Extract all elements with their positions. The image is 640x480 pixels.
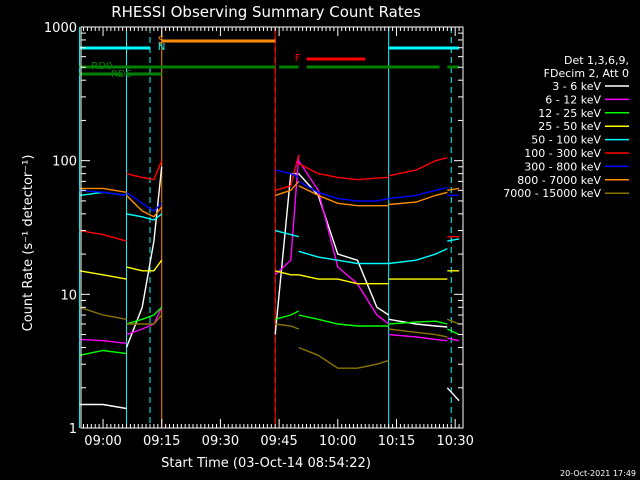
y-axis-label: Count Rate (s⁻¹ detector⁻¹) — [21, 155, 36, 332]
x-tick-label: 10:00 — [319, 434, 356, 449]
series-line-2 — [275, 310, 300, 320]
legend-entry-label: 7000 - 15000 keV — [503, 187, 601, 200]
x-tick-label: 09:15 — [143, 434, 180, 449]
status-bar-label: RD0 — [91, 61, 112, 72]
status-bar-label: RD6 — [111, 69, 132, 80]
series-line-5 — [79, 229, 127, 242]
series-line-6 — [126, 191, 163, 212]
series-line-1 — [79, 338, 127, 344]
series-line-3 — [275, 270, 299, 276]
x-tick-label: 09:45 — [260, 434, 297, 449]
series-line-1 — [388, 333, 448, 342]
series-line-0 — [79, 403, 127, 410]
y-tick-label: 100 — [52, 155, 77, 170]
series-line-2 — [126, 306, 163, 325]
series-line-0 — [388, 318, 448, 328]
chart-title: RHESSI Observing Summary Count Rates — [111, 3, 421, 21]
series-line-6 — [79, 189, 127, 197]
series-line-4 — [388, 247, 448, 265]
y-tick-label: 1000 — [44, 21, 77, 36]
series-line-7 — [447, 187, 460, 191]
legend-entry-label: 100 - 300 keV — [524, 147, 601, 160]
y-tick-label: 1 — [69, 422, 77, 437]
legend-header-2: FDecim 2, Att 0 — [544, 67, 629, 80]
series-line-8 — [388, 328, 448, 338]
series-line-5 — [388, 157, 448, 177]
series-line-4 — [298, 250, 389, 265]
series-line-8 — [298, 346, 389, 369]
series-line-2 — [298, 314, 389, 327]
legend-entry-label: 50 - 100 keV — [531, 134, 601, 147]
footer-date: 20-Oct-2021 17:49 — [560, 469, 636, 478]
series-line-4 — [126, 213, 163, 221]
series-line-1 — [274, 155, 300, 276]
plot-frame — [80, 26, 464, 429]
series-line-7 — [79, 187, 127, 193]
status-bar-label: N — [158, 42, 165, 53]
series-line-0 — [125, 166, 163, 348]
legend-entry-label: 3 - 6 keV — [552, 80, 601, 93]
legend-entry-label: 25 - 50 keV — [538, 120, 601, 133]
vertical-markers — [79, 27, 452, 428]
series-line-3 — [79, 270, 127, 280]
series-line-1 — [298, 160, 390, 325]
series-line-6 — [298, 180, 389, 202]
series-line-7 — [126, 194, 163, 218]
x-tick-label: 09:00 — [84, 434, 121, 449]
series-line-8 — [79, 306, 127, 320]
series-line-0 — [298, 173, 390, 316]
series-line-2 — [79, 349, 127, 356]
y-tick-label: 10 — [60, 288, 77, 303]
series-line-8 — [447, 318, 460, 325]
series-line-8 — [126, 314, 163, 325]
series-line-7 — [388, 191, 448, 206]
series-line-6 — [275, 169, 300, 179]
legend-entry-label: 300 - 800 keV — [524, 160, 601, 173]
series-line-0 — [446, 387, 460, 402]
series-line-7 — [274, 180, 300, 197]
legend-entry-label: 12 - 25 keV — [538, 107, 601, 120]
series-line-3 — [298, 274, 389, 285]
series-line-4 — [447, 238, 460, 242]
series-line-2 — [388, 320, 448, 325]
legend: Det 1,3,6,9, FDecim 2, Att 0 3 - 6 keV6 … — [503, 54, 629, 200]
series-lines — [79, 154, 460, 410]
series-line-5 — [275, 154, 300, 191]
legend-entry-label: 6 - 12 keV — [545, 93, 601, 106]
series-line-6 — [388, 186, 448, 200]
status-bar-label: S — [158, 35, 164, 46]
x-tick-label: 09:30 — [202, 434, 239, 449]
series-line-8 — [275, 323, 299, 330]
series-line-5 — [126, 160, 163, 181]
series-line-1 — [447, 337, 460, 342]
series-line-4 — [275, 229, 299, 238]
series-line-7 — [298, 185, 389, 207]
legend-header-1: Det 1,3,6,9, — [564, 54, 629, 67]
series-line-2 — [446, 328, 460, 336]
x-tick-label: 10:15 — [378, 434, 415, 449]
status-bar-label: F — [295, 53, 301, 64]
x-tick-label: 10:30 — [436, 434, 473, 449]
series-line-5 — [298, 162, 389, 181]
legend-entry-label: 800 - 7000 keV — [517, 174, 601, 187]
series-line-1 — [126, 307, 163, 336]
x-axis-label: Start Time (03-Oct-14 08:54:22) — [161, 456, 371, 471]
axes: 1 10 100 1000 09:00 09:15 09:30 09:45 10:00 10:15… — [44, 21, 474, 449]
series-line-3 — [126, 259, 163, 272]
